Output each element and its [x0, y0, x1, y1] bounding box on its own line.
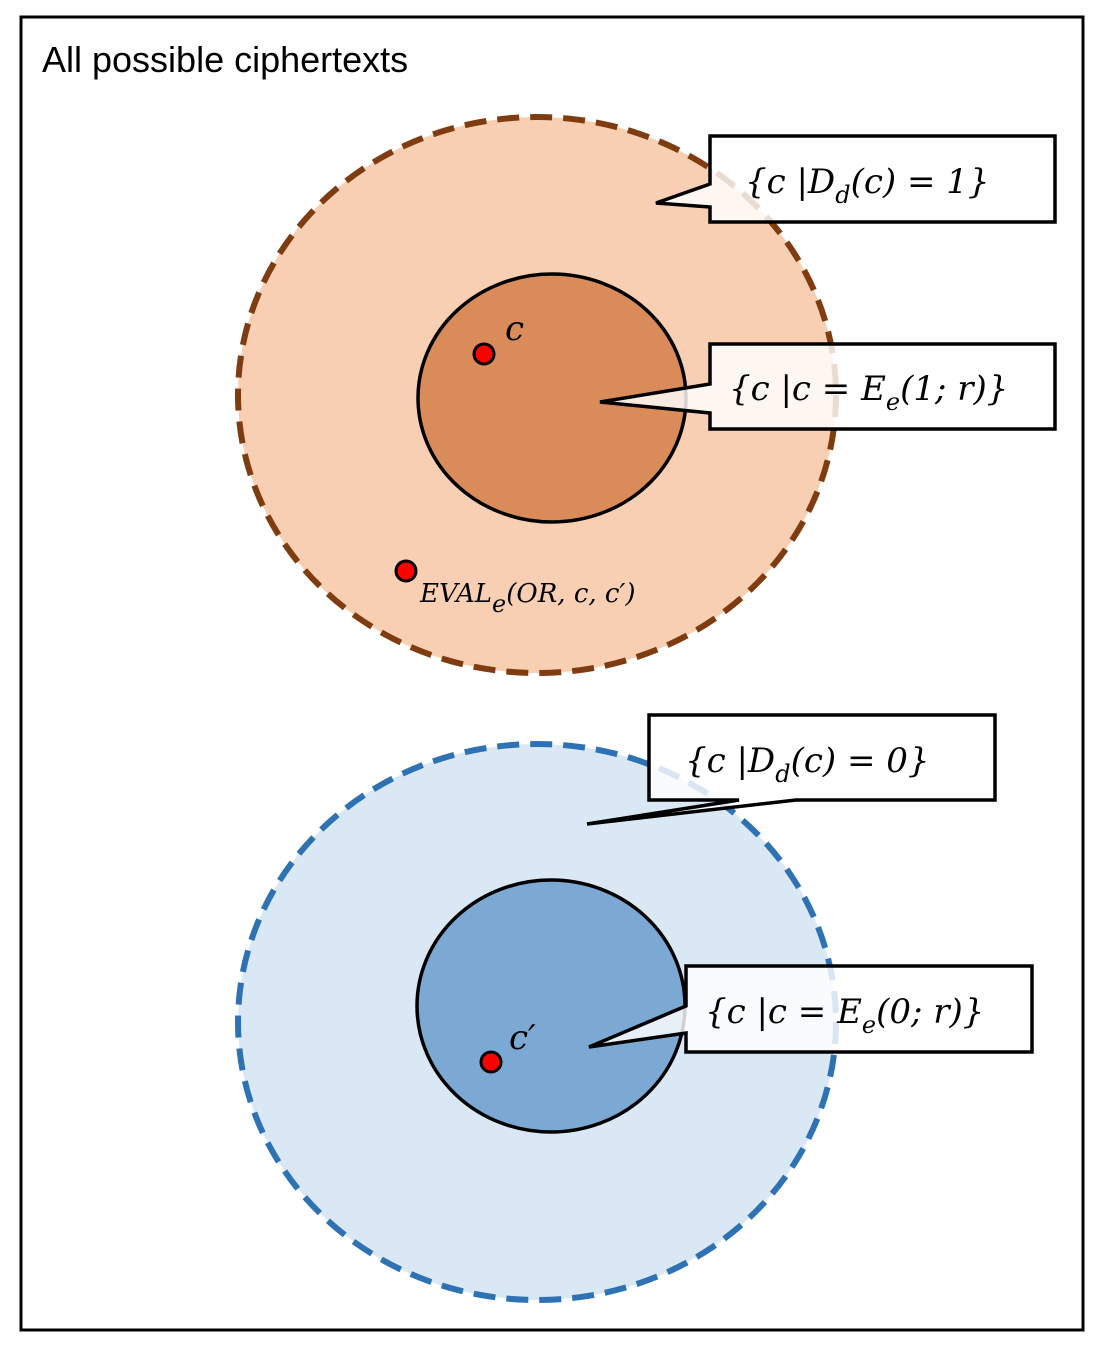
- decrypt-0-callout-text: {c |Dd(c) = 0}: [685, 741, 930, 788]
- ciphertext-c-label: c: [505, 309, 524, 349]
- encrypt-1-callout: [599, 342, 1057, 431]
- ciphertext-c-point: [472, 342, 496, 366]
- ciphertext-c-prime-label: c′: [509, 1018, 536, 1058]
- encryptions-of-0-region: [415, 878, 687, 1134]
- diagram-title: All possible ciphertexts: [42, 39, 408, 80]
- encrypt-0-callout-text: {c |c = Ee(0; r)}: [705, 992, 984, 1039]
- encrypt-1-callout-text: {c |c = Ee(1; r)}: [729, 369, 1008, 416]
- decrypt-1-callout: [655, 134, 1057, 224]
- decrypt-1-callout-text: {c |Dd(c) = 1}: [745, 162, 990, 209]
- ciphertext-c-prime-point: [479, 1050, 503, 1074]
- eval-or-label: EVALe(OR, c, c′): [419, 579, 636, 618]
- decrypt-0-callout: [586, 713, 997, 826]
- eval-or-point: [394, 559, 418, 583]
- encrypt-0-callout: [588, 964, 1034, 1054]
